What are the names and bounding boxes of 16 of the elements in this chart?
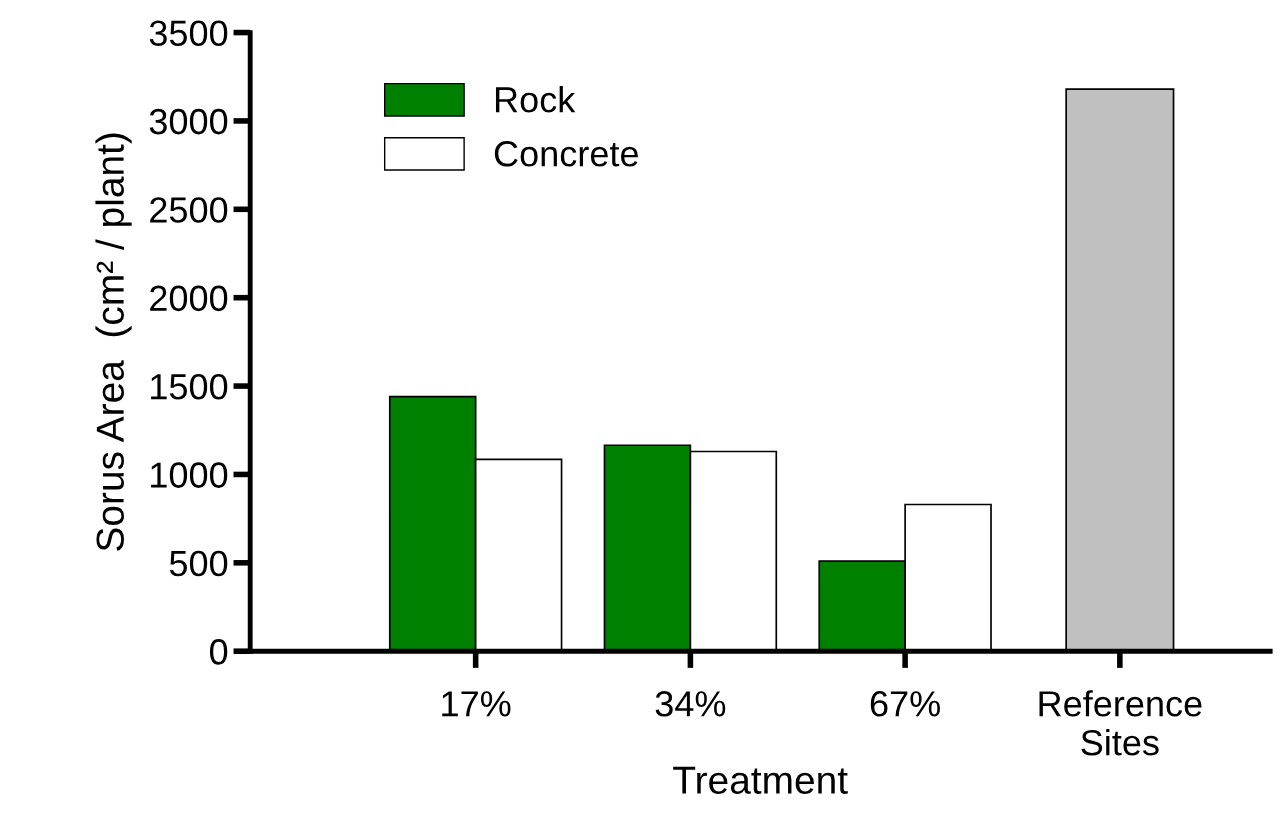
x-axis-title: Treatment	[673, 766, 848, 794]
x-tick-label: 17%	[442, 691, 511, 717]
y-tick-label: 500	[169, 550, 228, 577]
x-tick-label: Reference Sites	[1039, 690, 1202, 756]
legend-label: Rock	[495, 85, 576, 113]
legend-label: Concrete	[494, 141, 638, 167]
y-tick-label: 3000	[149, 108, 228, 135]
x-tick-label: 67%	[870, 691, 940, 717]
y-tick-label: 1500	[151, 373, 228, 400]
y-tick-label: 0	[209, 639, 228, 665]
y-tick-label: 3500	[149, 20, 228, 46]
y-tick-label: 1000	[151, 462, 228, 488]
y-tick-label: 2000	[150, 285, 228, 312]
y-tick-label: 2500	[150, 197, 228, 223]
x-tick-label: 34%	[655, 691, 726, 717]
y-axis-title: Sorus Area (cm² / plant)	[95, 133, 132, 551]
